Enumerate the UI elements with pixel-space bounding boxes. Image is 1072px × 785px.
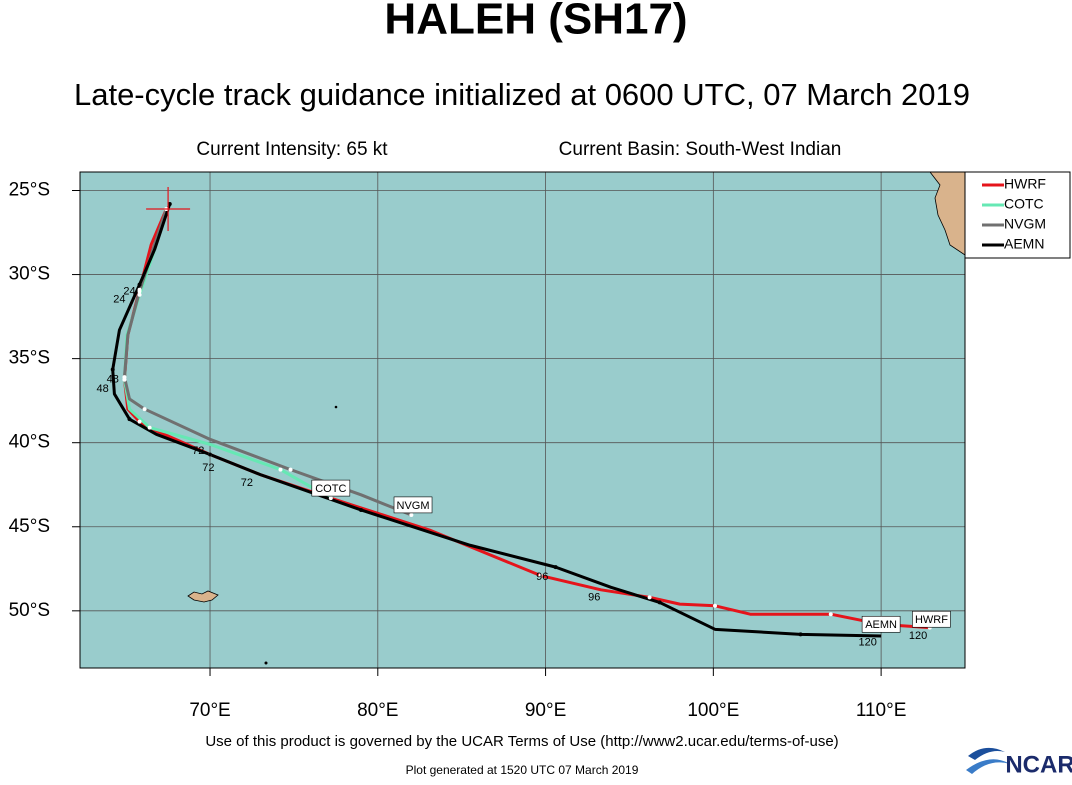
track-point	[278, 467, 283, 472]
track-label-text: COTC	[315, 483, 346, 495]
track-point	[713, 603, 718, 608]
track-label: COTC	[311, 479, 351, 497]
grid	[80, 172, 965, 668]
track-label-box	[393, 496, 433, 514]
track-label-box	[311, 479, 351, 497]
generated-text: Plot generated at 1520 UTC 07 March 2019	[406, 763, 639, 777]
track-point	[657, 600, 662, 605]
x-tick-label: 100°E	[687, 700, 739, 721]
track-point	[167, 201, 172, 206]
terms-text: Use of this product is governed by the U…	[205, 733, 838, 750]
hour-label: 120	[909, 630, 927, 642]
track-point	[798, 632, 803, 637]
legend-label: COTC	[1004, 196, 1044, 212]
legend-label: NVGM	[1004, 216, 1046, 232]
basin-label: Current Basin: South-West Indian	[559, 139, 842, 160]
track-label: AEMN	[861, 615, 901, 633]
track-point	[409, 512, 414, 517]
logo-text: NCAR	[1005, 751, 1072, 778]
track-point	[538, 573, 543, 578]
track-point	[553, 565, 558, 570]
track-point	[142, 407, 147, 412]
hour-label: 72	[202, 462, 214, 474]
y-tick-label: 40°S	[9, 432, 50, 453]
y-tick-label: 50°S	[9, 600, 50, 621]
track-label-box	[912, 610, 951, 628]
kerguelen-island	[187, 590, 219, 603]
current-position	[146, 186, 191, 231]
hour-label: 48	[107, 374, 119, 386]
x-tick-label: 90°E	[525, 700, 566, 721]
logo-swoosh	[968, 747, 1005, 760]
hour-label: 120	[859, 637, 877, 649]
track-point	[147, 425, 152, 430]
track-point	[137, 289, 142, 294]
island	[334, 405, 338, 409]
y-tick-label: 35°S	[9, 348, 50, 369]
legend: HWRF COTC NVGM AEMN	[964, 171, 1071, 259]
track-point	[137, 419, 142, 424]
chart-title: HALEH (SH17)	[384, 0, 687, 44]
track-label-box	[861, 615, 901, 633]
hour-label: 72	[192, 445, 204, 457]
intensity-label: Current Intensity: 65 kt	[196, 139, 388, 160]
track-label-text: NVGM	[397, 500, 430, 512]
x-tick-label: 70°E	[189, 700, 230, 721]
track-point	[359, 507, 364, 512]
hour-label: 96	[536, 571, 548, 583]
track-label: HWRF	[912, 610, 951, 628]
track-label-text: HWRF	[915, 614, 948, 626]
track-point	[288, 467, 293, 472]
track-point	[137, 282, 142, 287]
track-point	[110, 367, 115, 372]
island	[264, 661, 268, 665]
y-tick-label: 45°S	[9, 516, 50, 537]
hour-label: 48	[97, 383, 109, 395]
hour-label: 24	[123, 285, 135, 297]
ocean	[80, 172, 965, 668]
y-tick-label: 30°S	[9, 264, 50, 285]
plot-frame	[79, 171, 966, 669]
x-tick-label: 110°E	[856, 700, 907, 721]
legend-label: AEMN	[1004, 236, 1044, 252]
x-tick-label: 80°E	[357, 700, 398, 721]
track-point	[328, 496, 333, 501]
track-point	[122, 375, 127, 380]
hour-label: 96	[588, 591, 600, 603]
track-point	[137, 292, 142, 297]
track-point	[208, 452, 213, 457]
track-label-text: AEMN	[865, 619, 897, 631]
track-label: NVGM	[393, 496, 433, 514]
track-point	[647, 595, 652, 600]
hour-label: 72	[241, 477, 253, 489]
track-line	[111, 203, 882, 638]
track-point	[127, 417, 132, 422]
logo-swoosh	[966, 759, 1010, 774]
y-tick-label: 25°S	[9, 180, 50, 201]
track-point	[828, 612, 833, 617]
legend-label: HWRF	[1004, 176, 1046, 192]
hour-label: 24	[113, 294, 125, 306]
chart-subtitle: Late-cycle track guidance initialized at…	[74, 77, 970, 112]
